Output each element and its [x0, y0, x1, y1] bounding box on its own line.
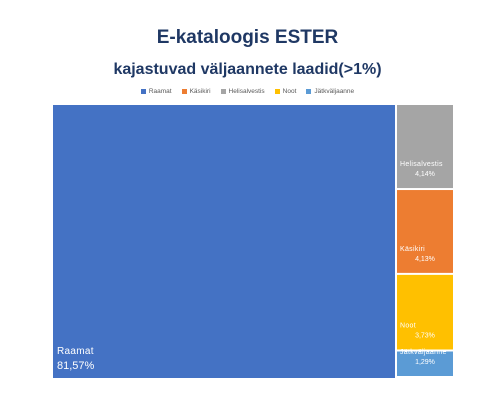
- tile-value-4: 1,29%: [415, 359, 435, 366]
- tile-3: [397, 274, 453, 350]
- tile-1: [397, 190, 453, 273]
- legend-item-3: Noot: [274, 88, 297, 95]
- tile-label-3: Noot: [400, 323, 416, 330]
- tile-label-4: Jätkväljaanne: [400, 349, 447, 356]
- legend-swatch-4: [306, 89, 312, 94]
- legend-item-0: Raamat: [140, 88, 172, 95]
- legend-item-2: Helisalvestis: [220, 88, 265, 95]
- tile-value-2: 4,14%: [415, 171, 435, 178]
- chart-legend: Raamat Käsikiri Helisalvestis Noot Jätkvälja…: [0, 88, 495, 95]
- tile-0: [53, 105, 395, 378]
- tile-value-1: 4,13%: [415, 256, 435, 263]
- legend-item-1: Käsikiri: [181, 88, 211, 95]
- tile-label-2: Helisalvestis: [400, 161, 443, 168]
- legend-swatch-1: [181, 89, 187, 94]
- legend-label-4: Jätkväljaanne: [314, 88, 355, 95]
- chart-title: E-kataloogis ESTER kajastuvad väljaannet…: [0, 26, 495, 82]
- chart-title-line2: kajastuvad väljaannete laadid(>1%): [113, 61, 382, 78]
- legend-label-2: Helisalvestis: [228, 88, 265, 95]
- tile-2: [397, 105, 453, 189]
- legend-swatch-0: [140, 89, 146, 94]
- tile-label-1: Käsikiri: [400, 246, 425, 253]
- tile-label-0: Raamat: [57, 346, 94, 357]
- tile-value-0: 81,57%: [57, 360, 95, 372]
- tile-4: [397, 351, 453, 376]
- legend-swatch-3: [274, 89, 280, 94]
- legend-label-3: Noot: [282, 88, 297, 95]
- legend-item-4: Jätkväljaanne: [306, 88, 354, 95]
- legend-label-0: Raamat: [148, 88, 172, 95]
- legend-label-1: Käsikiri: [189, 88, 211, 95]
- chart-title-line1: E-kataloogis ESTER: [156, 27, 339, 48]
- tile-value-3: 3,73%: [415, 333, 435, 340]
- legend-swatch-2: [220, 89, 226, 94]
